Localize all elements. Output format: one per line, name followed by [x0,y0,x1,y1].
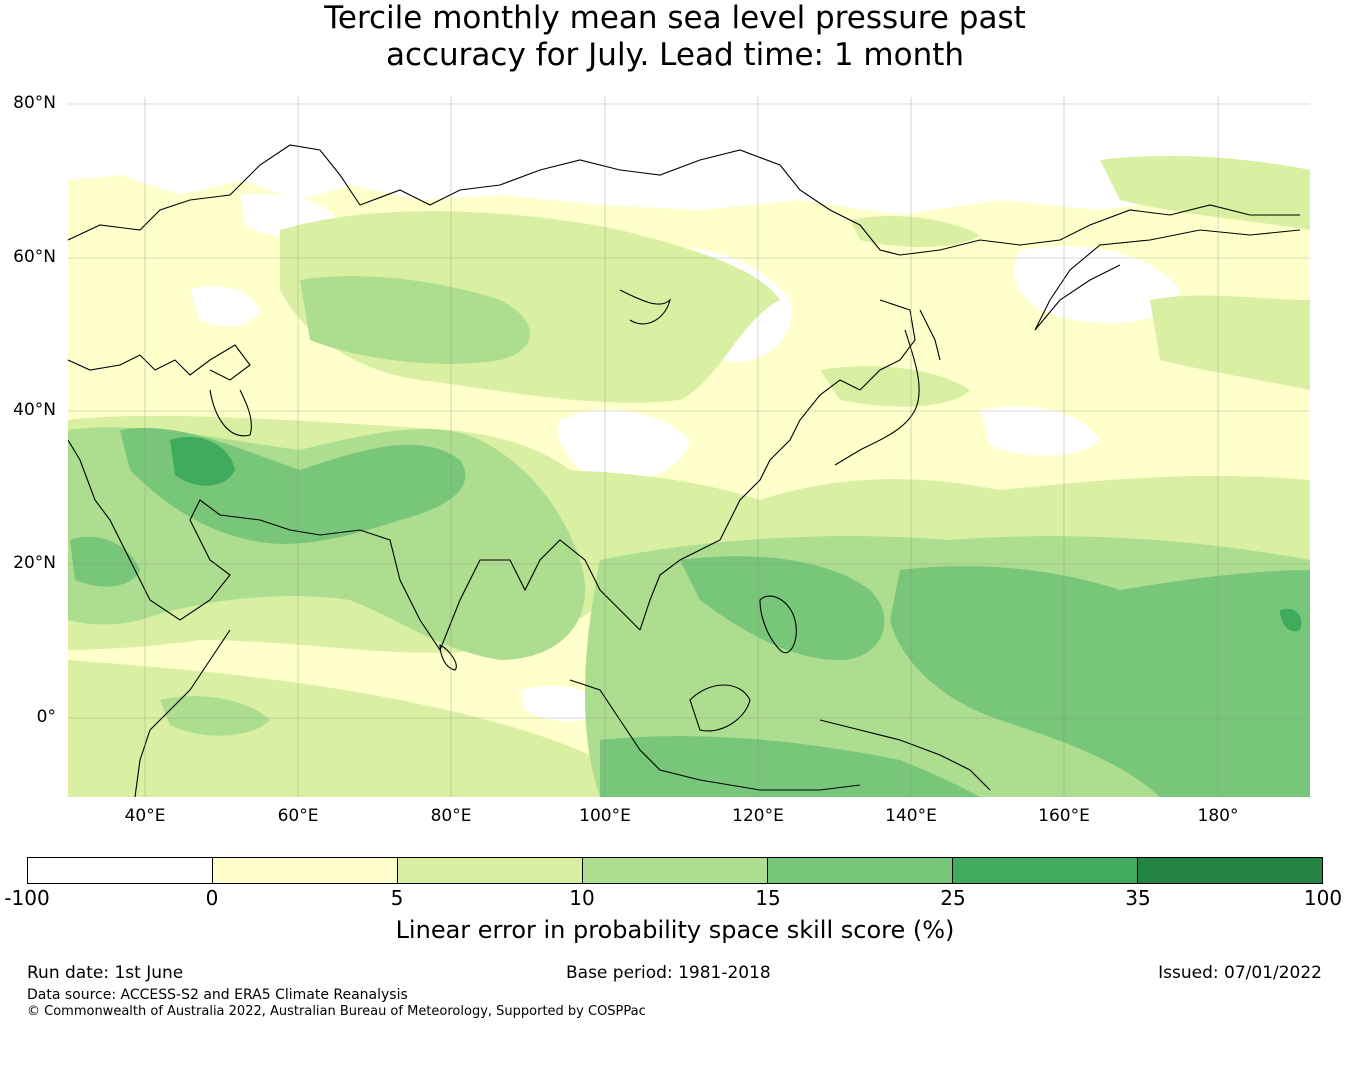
skill-25-35-areas [170,436,1302,632]
map-title: Tercile monthly mean sea level pressure … [0,0,1350,74]
lat-label-40n: 40°N [13,400,56,420]
colorbar [27,857,1323,884]
copyright: © Commonwealth of Australia 2022, Austra… [27,1004,646,1019]
colorbar-label: Linear error in probability space skill … [395,916,955,944]
lon-label-140e: 140°E [885,806,937,826]
issued-date: Issued: 07/01/2022 [1158,963,1322,983]
colorbar-segment [213,858,398,883]
colorbar-tick: 15 [755,886,781,910]
lat-label-80n: 80°N [13,93,56,113]
coastlines [68,144,1301,797]
colorbar-tick: 35 [1125,886,1151,910]
data-source: Data source: ACCESS-S2 and ERA5 Climate … [27,987,408,1003]
colorbar-tick: 10 [569,886,595,910]
title-line-1: Tercile monthly mean sea level pressure … [324,0,1026,36]
title-line-2: accuracy for July. Lead time: 1 month [385,37,965,73]
colorbar-segment [953,858,1138,883]
lon-label-80e: 80°E [430,806,472,826]
colorbar-segment [398,858,583,883]
lat-label-60n: 60°N [13,247,56,267]
lon-label-120e: 120°E [732,806,784,826]
lat-label-equator: 0° [36,707,56,727]
lon-label-180: 180° [1197,806,1239,826]
colorbar-tick: 5 [390,886,404,910]
colorbar-tick: -100 [4,886,50,910]
colorbar-segment [583,858,768,883]
lon-label-160e: 160°E [1038,806,1090,826]
colorbar-segment [28,858,213,883]
lon-label-60e: 60°E [277,806,319,826]
skill-score-map [68,97,1310,797]
lon-label-100e: 100°E [579,806,631,826]
run-date: Run date: 1st June [27,963,184,983]
lat-label-20n: 20°N [13,553,56,573]
lon-label-40e: 40°E [124,806,166,826]
colorbar-segment [768,858,953,883]
base-period: Base period: 1981-2018 [566,963,771,983]
colorbar-tick: 0 [205,886,219,910]
colorbar-segment [1138,858,1322,883]
graticule [68,97,1310,797]
colorbar-tick: 25 [940,886,966,910]
colorbar-tick: 100 [1303,886,1343,910]
